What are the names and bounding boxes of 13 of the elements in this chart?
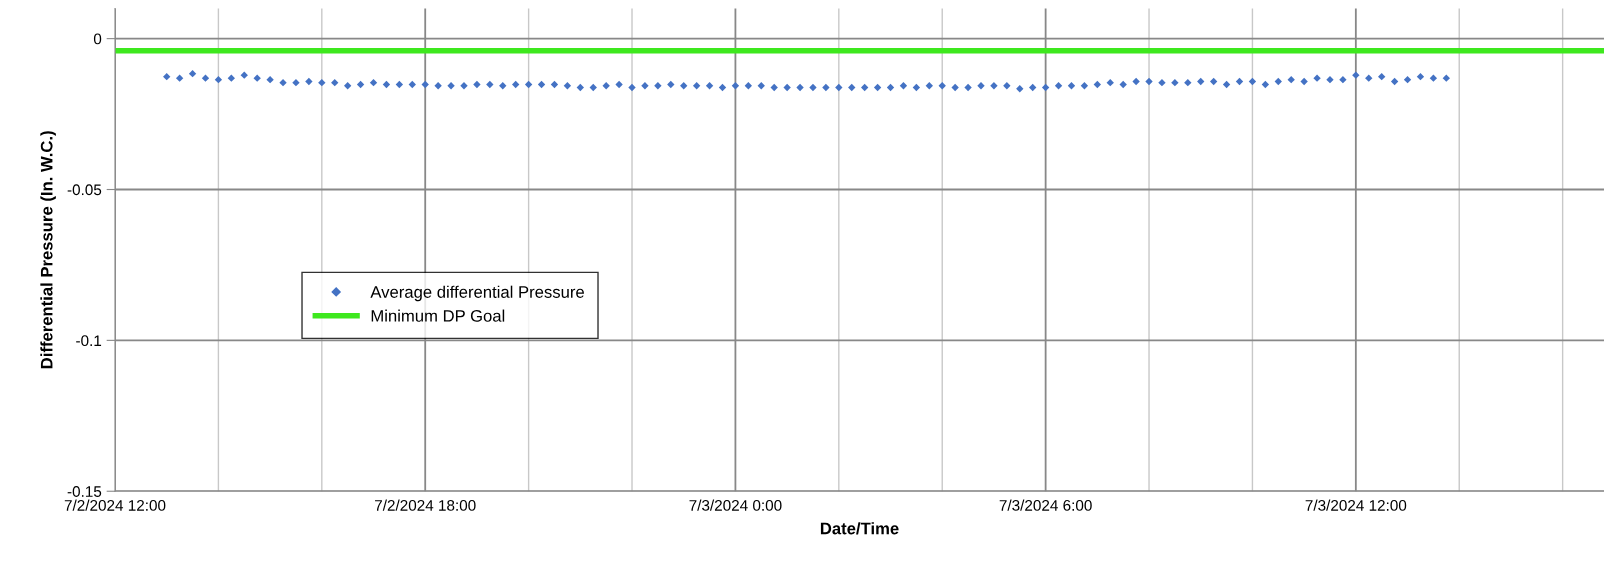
x-tick-label: 7/3/2024 0:00 [689, 499, 782, 511]
x-tick-label: 7/3/2024 12:00 [1305, 499, 1407, 511]
y-tick-label: -0.15 [67, 486, 102, 497]
x-tick-label: 7/3/2024 6:00 [999, 499, 1092, 511]
y-tick-label: 0 [93, 33, 102, 45]
legend-label: Average differential Pressure [370, 285, 584, 302]
y-axis-title: Differential Pressure (In. W.C.) [40, 131, 56, 369]
x-axis-title: Date/Time [820, 522, 899, 535]
x-tick-label: 7/2/2024 18:00 [375, 499, 476, 511]
y-tick-label: -0.05 [67, 184, 102, 196]
y-tick-label: -0.1 [76, 335, 102, 347]
x-tick-label: 7/2/2024 12:00 [64, 499, 166, 511]
legend-label: Minimum DP Goal [371, 309, 505, 322]
